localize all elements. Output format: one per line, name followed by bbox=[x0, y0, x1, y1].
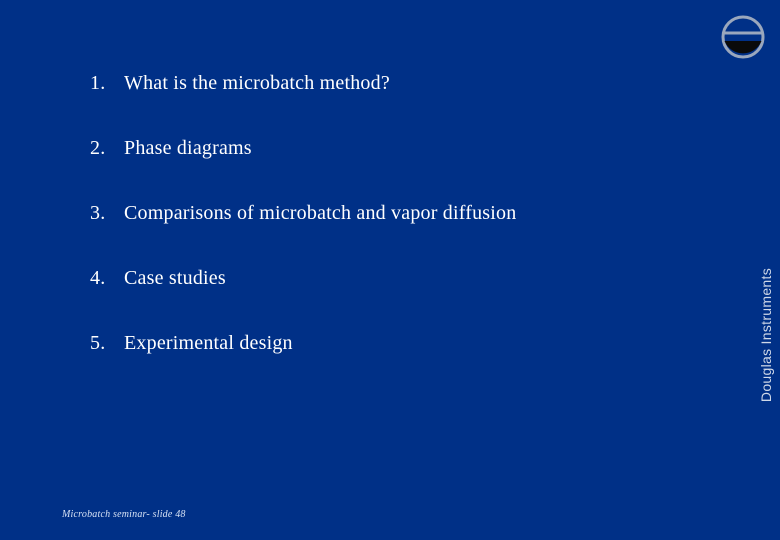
toc-item-number: 2. bbox=[90, 137, 124, 160]
toc-item-text: What is the microbatch method? bbox=[124, 72, 650, 95]
toc-item-number: 1. bbox=[90, 72, 124, 95]
brand-label: Douglas Instruments bbox=[758, 268, 774, 402]
toc-item: 4. Case studies bbox=[90, 267, 650, 290]
toc-item: 5. Experimental design bbox=[90, 332, 650, 355]
brand-logo-icon bbox=[720, 14, 766, 60]
toc-item-number: 4. bbox=[90, 267, 124, 290]
toc-item: 1. What is the microbatch method? bbox=[90, 72, 650, 95]
toc-item-number: 3. bbox=[90, 202, 124, 225]
toc-item-text: Comparisons of microbatch and vapor diff… bbox=[124, 202, 650, 225]
slide-footer: Microbatch seminar- slide 48 bbox=[62, 509, 186, 520]
toc-item-number: 5. bbox=[90, 332, 124, 355]
toc-item: 2. Phase diagrams bbox=[90, 137, 650, 160]
toc-item-text: Experimental design bbox=[124, 332, 650, 355]
table-of-contents: 1. What is the microbatch method? 2. Pha… bbox=[90, 72, 650, 397]
toc-item: 3. Comparisons of microbatch and vapor d… bbox=[90, 202, 650, 225]
slide: Douglas Instruments 1. What is the micro… bbox=[0, 0, 780, 540]
toc-item-text: Phase diagrams bbox=[124, 137, 650, 160]
toc-item-text: Case studies bbox=[124, 267, 650, 290]
